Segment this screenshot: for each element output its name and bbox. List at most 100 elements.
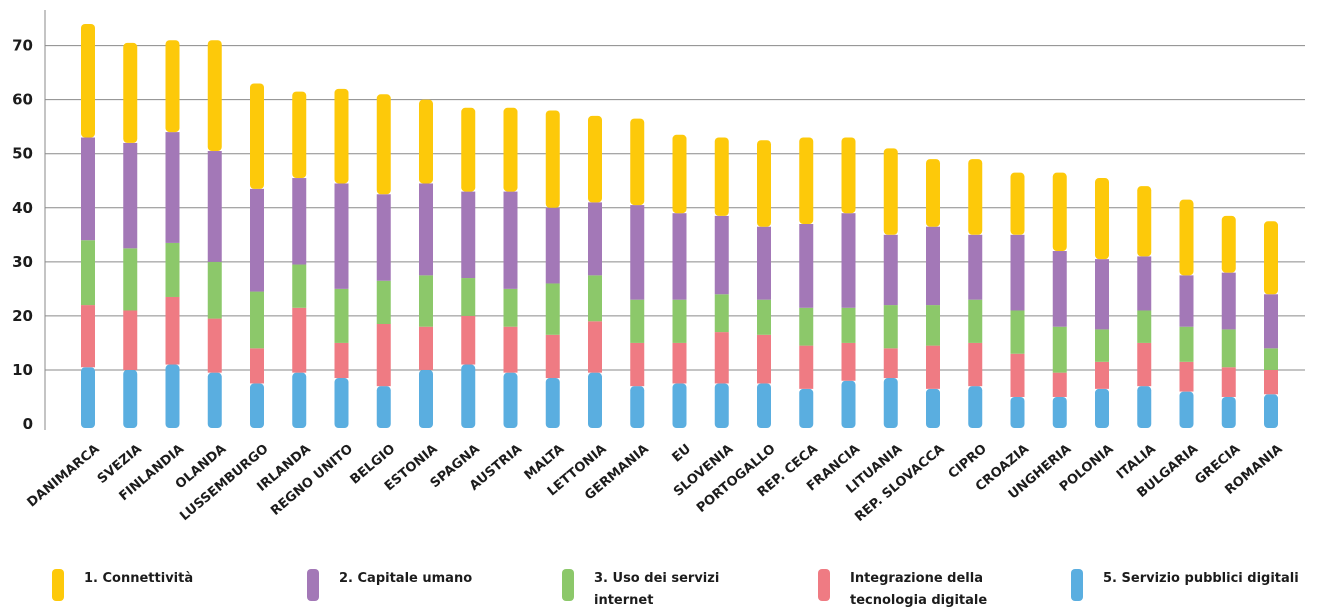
bar-segment (841, 342, 856, 381)
bar-segment (672, 134, 687, 214)
bar-segment (250, 291, 264, 349)
bar-segment (545, 207, 560, 284)
bar-segment (757, 226, 771, 300)
legend-swatch-servizio-pubblici-digitali (1071, 569, 1083, 601)
bar-segment (292, 91, 307, 179)
bar-segment (1137, 186, 1152, 257)
bar-segment (588, 372, 602, 428)
bar-group (250, 83, 264, 428)
bar-segment (799, 345, 814, 389)
bar-group (1221, 215, 1236, 428)
bar-group (1010, 172, 1025, 428)
bar-segment (376, 94, 391, 195)
bar-segment (1221, 396, 1236, 428)
bar-segment (588, 115, 602, 203)
legend-item-uso-servizi-internet: 3. Uso dei servizi internet (562, 568, 754, 612)
bar-segment (207, 261, 222, 319)
bar-group (714, 137, 729, 428)
bar-group (588, 115, 602, 428)
x-tick-labels: DANIMARCASVEZIAFINLANDIAOLANDALUSSEMBURG… (25, 442, 1286, 525)
bar-segment (926, 388, 940, 428)
bar-segment (588, 275, 602, 322)
bar-segment (123, 42, 138, 143)
bar-segment (461, 315, 476, 365)
bar-segment (841, 137, 856, 214)
y-tick-label: 10 (12, 361, 33, 379)
bar-segment (123, 310, 138, 370)
bar-segment (799, 224, 814, 308)
bar-segment (1264, 369, 1278, 395)
bar-group (461, 107, 476, 428)
bar-segment (419, 275, 433, 327)
y-tick-label: 30 (12, 253, 33, 271)
bar-group (841, 137, 856, 428)
y-tick-labels: 0 10 20 30 40 50 60 70 (12, 37, 33, 433)
bar-segment (461, 364, 476, 428)
bar-group (630, 118, 645, 428)
bar-segment (1052, 372, 1067, 397)
bar-segment (250, 83, 264, 189)
bar-group (672, 134, 687, 428)
legend-swatch-uso-servizi-internet (562, 569, 574, 601)
legend-label-integrazione-tecnologia: Integrazione della tecnologia digitale (850, 571, 988, 608)
bar-segment (630, 205, 645, 300)
bar-segment (588, 202, 602, 276)
bar-segment (926, 345, 940, 389)
bar-segment (630, 299, 645, 343)
legend-swatch-integrazione-tecnologia (818, 569, 830, 601)
bar-segment (503, 372, 518, 428)
bar-segment (1137, 386, 1152, 428)
bar-segment (376, 386, 391, 428)
bar-segment (419, 99, 433, 184)
bar-segment (1221, 272, 1236, 330)
bar-segment (1221, 215, 1236, 273)
y-tick-label: 40 (12, 199, 33, 217)
bar-segment (1095, 361, 1109, 389)
y-tick-label: 60 (12, 91, 33, 109)
bar-segment (1052, 172, 1067, 252)
bar-segment (1010, 234, 1025, 311)
legend: 1. Connettività 2. Capitale umano 3. Uso… (0, 568, 1323, 611)
bar-segment (714, 137, 729, 216)
bar-segment (714, 383, 729, 428)
bar-segment (968, 342, 983, 387)
bar-segment (799, 307, 814, 346)
bar-segment (334, 342, 349, 379)
bar-segment (250, 383, 264, 428)
bar-group (1137, 186, 1152, 428)
bar-segment (1264, 294, 1278, 349)
legend-label-connettivita: 1. Connettività (84, 571, 194, 586)
bar-segment (926, 305, 940, 346)
bar-segment (334, 288, 349, 343)
bar-segment (419, 183, 433, 276)
bar-segment (461, 191, 476, 279)
bar-segment (714, 332, 729, 384)
legend-item-servizio-pubblici-digitali: 5. Servizio pubblici digitali (1071, 568, 1323, 601)
bar-segment (757, 334, 771, 384)
bar-segment (926, 159, 940, 227)
bar-segment (292, 264, 307, 308)
legend-swatch-capitale-umano (307, 569, 319, 601)
bar-segment (165, 364, 180, 428)
bar-segment (461, 278, 476, 316)
bar-segment (503, 288, 518, 327)
bar-segment (1052, 326, 1067, 373)
bar-segment (503, 326, 518, 373)
bar-segment (1264, 348, 1278, 370)
bar-segment (1095, 259, 1109, 330)
bar-group (1264, 221, 1278, 428)
bar-group (376, 94, 391, 428)
bar-segment (503, 191, 518, 289)
bar-segment (165, 296, 180, 365)
x-tick-label: EU (670, 442, 695, 466)
bars (81, 24, 1278, 428)
bar-segment (376, 280, 391, 324)
bar-segment (207, 151, 222, 262)
bar-segment (630, 118, 645, 206)
bar-group (757, 140, 771, 428)
bar-segment (1179, 361, 1194, 392)
bar-segment (545, 378, 560, 428)
bar-segment (376, 324, 391, 387)
bar-segment (1221, 367, 1236, 397)
bar-segment (714, 215, 729, 295)
